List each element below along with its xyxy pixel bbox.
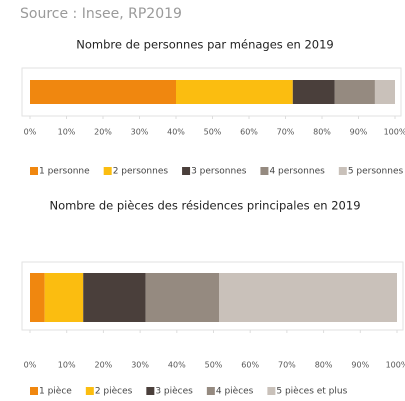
x-tick-label: 10% [58,361,76,370]
x-tick-label: 70% [277,128,295,137]
x-tick-label: 30% [131,361,149,370]
x-tick-label: 20% [95,361,113,370]
legend-swatch [30,167,38,175]
x-tick-label: 80% [315,361,333,370]
x-tick-label: 50% [205,361,223,370]
legend-label: 3 pièces [155,386,193,397]
legend-label: 5 pièces et plus [276,386,347,397]
x-tick-label: 0% [24,128,37,137]
legend-swatch [206,387,215,395]
bar-segment [334,80,375,104]
legend-label: 1 personne [39,167,90,177]
bar-segment [292,80,335,104]
legend-swatch [267,387,276,395]
x-tick-label: 20% [94,128,112,137]
legend-swatch [30,387,38,395]
bar-segment [219,273,397,322]
legend-swatch [103,167,112,175]
legend-swatch [146,387,155,395]
bar-segment [374,80,395,104]
legend-label: 2 pièces [95,386,133,397]
legend-swatch [85,387,94,395]
x-tick-label: 60% [240,128,258,137]
x-tick-label: 0% [24,361,37,370]
bar-segment [176,80,293,104]
bar-segment [145,273,220,322]
x-tick-label: 40% [167,128,185,137]
source: Source : Insee, RP2019 [20,6,182,22]
legend-label: 3 personnes [191,167,247,177]
bar-segment [30,80,176,104]
plot-frame [21,261,404,331]
x-tick-label: 100% [384,128,405,137]
legend-label: 4 pièces [216,386,254,397]
x-tick-label: 40% [168,361,186,370]
x-tick-label: 90% [350,128,368,137]
chart-title: Nombre de personnes par ménages en 2019 [76,38,333,52]
x-tick-label: 80% [313,128,331,137]
bar-segment [44,273,84,322]
legend-label: 1 pièce [39,386,72,397]
legend-swatch [260,167,269,175]
x-tick-label: 30% [131,128,149,137]
x-tick-label: 90% [351,361,369,370]
x-tick-label: 10% [58,128,76,137]
legend-label: 4 personnes [269,167,325,177]
bar-segment [30,273,45,322]
x-tick-label: 60% [241,361,259,370]
x-tick-label: 50% [204,128,222,137]
legend-swatch [182,167,191,175]
bar-segment [83,273,146,322]
chart-title: Nombre de pièces des résidences principa… [49,199,360,213]
plot-frame [21,67,402,117]
legend-label: 2 personnes [113,167,169,177]
legend-swatch [338,167,347,175]
x-tick-label: 70% [278,361,296,370]
x-tick-label: 100% [386,361,405,370]
legend-label: 5 personnes et plus [348,167,405,177]
